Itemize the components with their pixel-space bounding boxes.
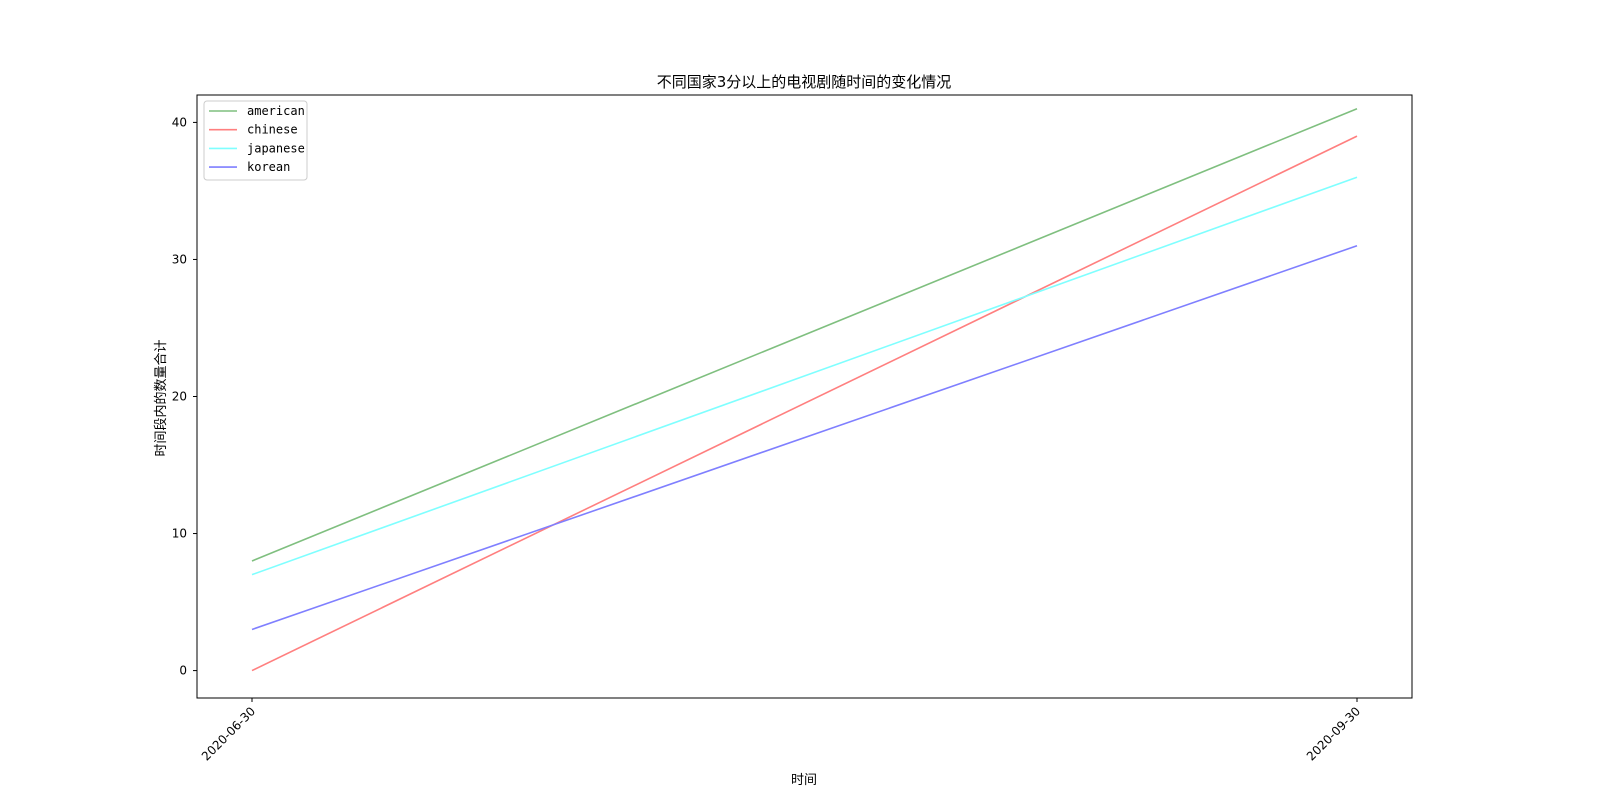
legend-label-chinese: chinese — [247, 123, 298, 137]
series-line-american — [251, 107, 1358, 562]
series-line-chinese — [251, 135, 1358, 672]
y-tick-label: 0 — [179, 664, 187, 678]
legend-label-korean: korean — [247, 160, 290, 174]
y-axis-label: 时间段内的数量合计 — [153, 339, 169, 456]
series-line-japanese — [251, 176, 1358, 576]
x-axis-label: 时间 — [791, 773, 817, 788]
y-tick-label: 10 — [172, 527, 187, 541]
y-axis: 0 10 20 30 40 — [172, 115, 197, 678]
plot-series — [251, 107, 1358, 672]
y-tick-label: 20 — [172, 390, 187, 404]
series-line-korean — [251, 244, 1358, 631]
x-axis: 2020-06-30 2020-09-30 — [199, 698, 1363, 763]
y-tick-label: 30 — [172, 252, 187, 266]
chart-title: 不同国家3分以上的电视剧随时间的变化情况 — [657, 73, 952, 91]
legend-box — [203, 100, 308, 181]
x-tick-label: 2020-09-30 — [1304, 704, 1363, 763]
legend-label-japanese: japanese — [247, 141, 305, 155]
x-tick-label: 2020-06-30 — [199, 704, 258, 763]
legend: american chinese japanese korean — [203, 100, 308, 181]
y-tick-label: 40 — [172, 115, 187, 129]
legend-label-american: american — [247, 104, 305, 118]
plot-frame — [196, 94, 1413, 699]
